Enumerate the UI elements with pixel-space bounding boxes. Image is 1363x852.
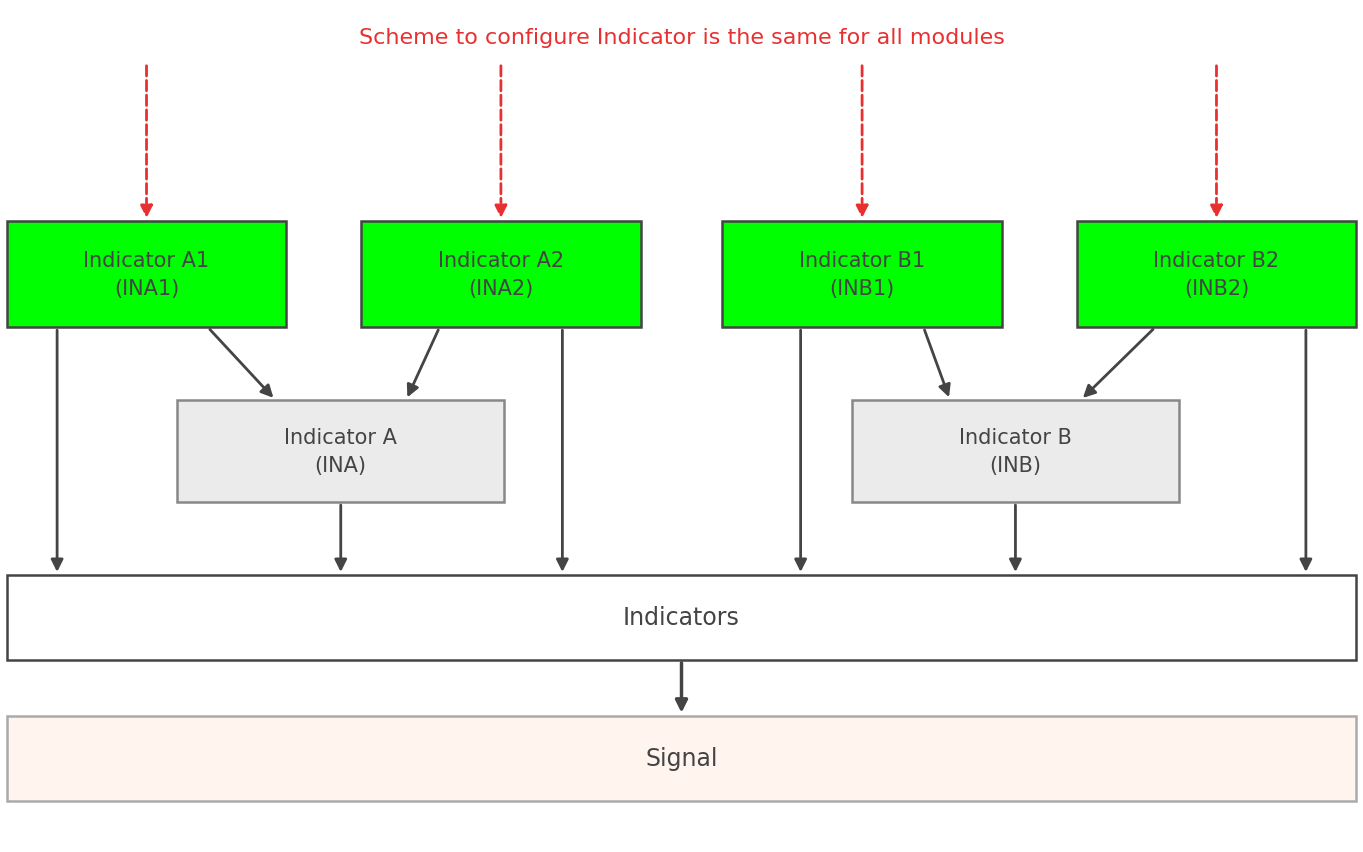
Text: Indicator B2
(INB2): Indicator B2 (INB2) (1153, 250, 1280, 299)
Text: Signal: Signal (645, 746, 718, 770)
Text: Indicator A2
(INA2): Indicator A2 (INA2) (438, 250, 564, 299)
FancyBboxPatch shape (722, 222, 1002, 328)
Text: Indicator A
(INA): Indicator A (INA) (285, 428, 397, 475)
Text: Scheme to configure Indicator is the same for all modules: Scheme to configure Indicator is the sam… (358, 28, 1005, 49)
Text: Indicator B
(INB): Indicator B (INB) (960, 428, 1071, 475)
Text: Indicator A1
(INA1): Indicator A1 (INA1) (83, 250, 210, 299)
FancyBboxPatch shape (7, 575, 1356, 660)
FancyBboxPatch shape (7, 716, 1356, 801)
Text: Indicators: Indicators (623, 606, 740, 630)
FancyBboxPatch shape (7, 222, 286, 328)
FancyBboxPatch shape (177, 400, 504, 503)
FancyBboxPatch shape (361, 222, 641, 328)
FancyBboxPatch shape (852, 400, 1179, 503)
FancyBboxPatch shape (1077, 222, 1356, 328)
Text: Indicator B1
(INB1): Indicator B1 (INB1) (799, 250, 925, 299)
